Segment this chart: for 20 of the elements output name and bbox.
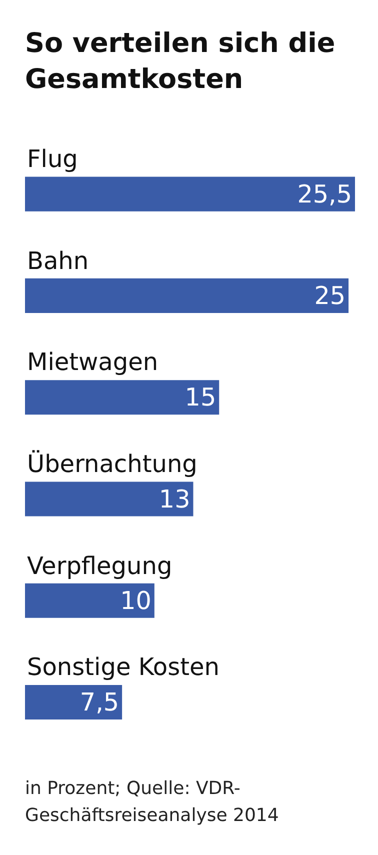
bar — [25, 278, 349, 313]
bar — [25, 482, 194, 516]
bar — [25, 176, 355, 212]
data-label: 10 — [120, 586, 152, 615]
y-tick-label: Sonstige Kosten — [27, 653, 220, 681]
data-label: 25 — [314, 281, 346, 310]
bar — [25, 583, 154, 618]
y-tick-label: Bahn — [27, 247, 89, 275]
bar — [25, 380, 220, 415]
text: in Prozent; Quelle: VDR-Geschäftsreiseanalyse 2014 — [25, 777, 280, 828]
data-label: 15 — [184, 382, 216, 412]
data-label: 25,5 — [297, 179, 352, 208]
bar — [25, 684, 122, 720]
chart-title: So verteilen sich die Gesamtkosten — [25, 27, 336, 97]
y-tick-label: Übernachtung — [27, 450, 198, 478]
data-label: 7,5 — [80, 688, 120, 717]
y-tick-label: Flug — [27, 145, 78, 173]
y-tick-label: Mietwagen — [27, 348, 158, 376]
data-label: 13 — [158, 484, 190, 514]
y-tick-label: Verpflegung — [27, 552, 172, 580]
